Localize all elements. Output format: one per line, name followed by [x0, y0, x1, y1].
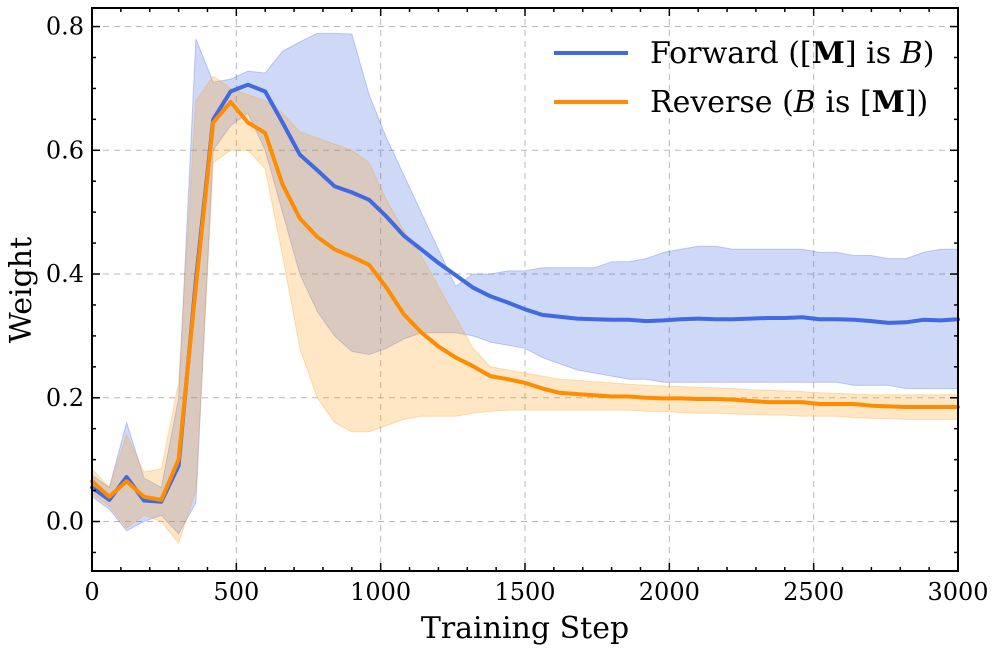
y-axis-title: Weight — [4, 237, 39, 343]
x-tick-label: 1500 — [494, 578, 555, 606]
y-tick-label: 0.4 — [46, 260, 84, 288]
line-forward — [90, 82, 960, 504]
line-reverse — [90, 100, 960, 502]
grid — [92, 8, 958, 571]
x-tick-label: 2000 — [639, 578, 700, 606]
y-tick-label: 0.2 — [46, 384, 84, 412]
x-tick-label: 3000 — [927, 578, 988, 606]
legend: Forward ([M] is B) Reverse (B is [M]) — [554, 36, 934, 120]
x-axis-title: Training Step — [421, 611, 629, 646]
y-tick-label: 0.8 — [46, 13, 84, 41]
x-tick-label: 1000 — [350, 578, 411, 606]
x-tick-label: 0 — [84, 578, 99, 606]
legend-label-reverse: Reverse (B is [M]) — [650, 85, 928, 120]
x-tick-label: 2500 — [783, 578, 844, 606]
y-tick-label: 0.0 — [46, 508, 84, 536]
legend-label-forward: Forward ([M] is B) — [650, 36, 934, 71]
x-tick-label: 500 — [213, 578, 259, 606]
series-lines — [90, 82, 960, 504]
axis-ticks: 0 500 1000 1500 2000 2500 3000 0.0 0.2 0.4 0.6 0.8 — [46, 8, 989, 606]
y-tick-label: 0.6 — [46, 136, 84, 164]
